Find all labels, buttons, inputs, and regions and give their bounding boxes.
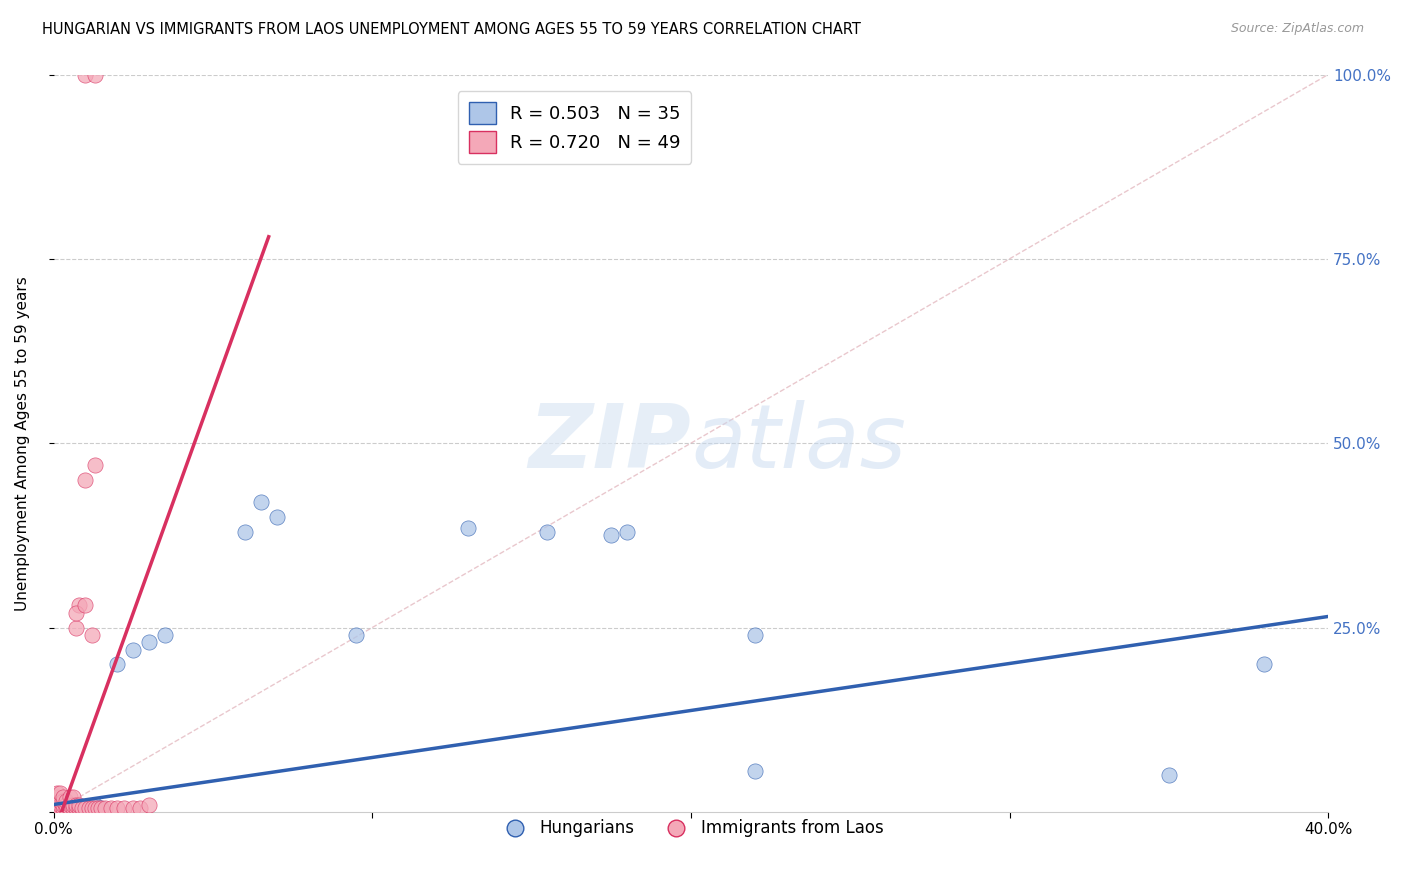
Point [87,801,110,815]
Point [138,797,160,812]
Point [84,801,107,815]
Point [75,473,97,487]
Point [45,801,67,815]
Point [67,797,90,812]
Point [93,801,115,815]
Point [744,628,766,642]
Point [65,801,87,815]
Point [77,801,100,815]
Point [55,797,77,812]
Point [65,606,87,620]
Point [67,801,90,815]
Point [105,657,128,672]
Point [100,801,122,815]
Point [112,801,135,815]
Point [49,794,72,808]
Point [49,801,72,815]
Text: Source: ZipAtlas.com: Source: ZipAtlas.com [1230,22,1364,36]
Point [58,801,80,815]
Point [75,801,97,815]
Point [49,801,72,815]
Point [49,797,72,812]
Point [122,642,145,657]
Point [1157,768,1180,782]
Point [80,801,103,815]
Point [58,801,80,815]
Point [52,790,75,805]
Point [84,68,107,82]
Point [153,628,176,642]
Point [266,510,288,524]
Point [128,801,150,815]
Point [49,797,72,812]
Point [44,801,66,815]
Point [75,599,97,613]
Point [62,797,84,812]
Point [75,68,97,82]
Point [55,801,77,815]
Point [62,801,84,815]
Point [55,794,77,808]
Point [84,458,107,473]
Point [62,790,84,805]
Point [52,801,75,815]
Point [90,801,112,815]
Point [58,797,80,812]
Y-axis label: Unemployment Among Ages 55 to 59 years: Unemployment Among Ages 55 to 59 years [15,276,30,610]
Point [49,787,72,801]
Point [45,801,67,815]
Point [84,797,107,812]
Point [744,764,766,779]
Point [55,801,77,815]
Point [65,797,87,812]
Point [72,801,94,815]
Point [45,787,67,801]
Point [344,628,367,642]
Point [105,801,128,815]
Text: atlas: atlas [690,401,905,486]
Point [52,794,75,808]
Point [122,801,145,815]
Point [616,524,638,539]
Point [52,797,75,812]
Point [67,801,90,815]
Text: ZIP: ZIP [529,400,690,487]
Point [65,621,87,635]
Point [80,628,103,642]
Point [1253,657,1275,672]
Point [75,801,97,815]
Point [67,599,90,613]
Point [55,797,77,812]
Point [52,801,75,815]
Point [45,790,67,805]
Point [80,801,103,815]
Point [77,801,100,815]
Point [72,801,94,815]
Legend: Hungarians, Immigrants from Laos: Hungarians, Immigrants from Laos [491,813,890,844]
Point [65,801,87,815]
Point [58,790,80,805]
Text: HUNGARIAN VS IMMIGRANTS FROM LAOS UNEMPLOYMENT AMONG AGES 55 TO 59 YEARS CORRELA: HUNGARIAN VS IMMIGRANTS FROM LAOS UNEMPL… [42,22,860,37]
Point [600,528,623,542]
Point [87,801,110,815]
Point [233,524,256,539]
Point [138,635,160,649]
Point [62,801,84,815]
Point [45,797,67,812]
Point [536,524,558,539]
Point [249,495,271,509]
Point [45,797,67,812]
Point [457,521,479,535]
Point [90,801,112,815]
Point [52,797,75,812]
